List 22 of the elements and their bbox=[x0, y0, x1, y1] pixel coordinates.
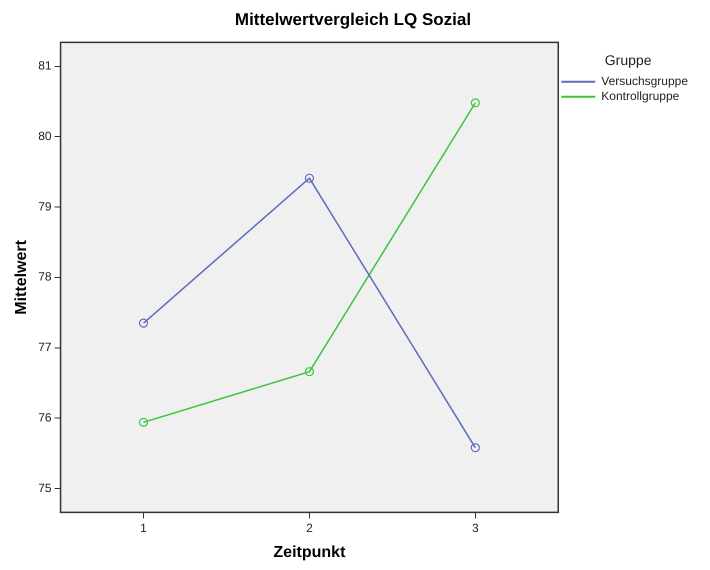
point bbox=[470, 443, 480, 452]
point bbox=[138, 418, 148, 427]
y-tick-label: 75 bbox=[38, 480, 52, 495]
legend-label: Versuchsgruppe bbox=[601, 74, 688, 88]
y-tick-label: 77 bbox=[38, 340, 52, 354]
y-tick-label: 80 bbox=[38, 128, 52, 143]
legend-title: Gruppe bbox=[604, 52, 652, 68]
y-tick-label: 76 bbox=[38, 410, 52, 424]
point bbox=[304, 367, 314, 376]
point bbox=[470, 98, 480, 108]
y-tick-label: 79 bbox=[38, 199, 52, 214]
y-tick-label: 78 bbox=[38, 270, 52, 284]
x-axis-title: Zeitpunkt bbox=[273, 544, 346, 561]
point bbox=[138, 318, 148, 328]
y-axis-title: Mittelwert bbox=[13, 239, 30, 315]
x-tick-label: 3 bbox=[472, 520, 479, 535]
chart-title: Mittelwertvergleich LQ Sozial bbox=[234, 10, 472, 29]
y-tick-label: 81 bbox=[38, 58, 52, 73]
x-tick-label: 1 bbox=[140, 520, 148, 535]
x-tick-label: 2 bbox=[306, 520, 314, 535]
legend-label: Kontrollgruppe bbox=[601, 89, 680, 104]
point bbox=[304, 174, 314, 183]
